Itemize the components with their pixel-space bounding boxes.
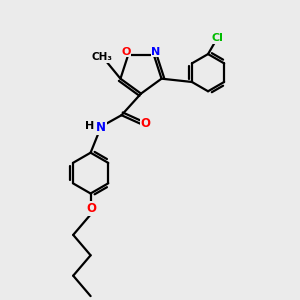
Text: O: O — [140, 117, 151, 130]
Text: CH₃: CH₃ — [91, 52, 112, 62]
Text: O: O — [86, 202, 96, 215]
Text: N: N — [96, 121, 106, 134]
Text: O: O — [121, 46, 130, 56]
Text: Cl: Cl — [212, 33, 224, 43]
Text: N: N — [152, 46, 161, 56]
Text: H: H — [85, 121, 94, 131]
